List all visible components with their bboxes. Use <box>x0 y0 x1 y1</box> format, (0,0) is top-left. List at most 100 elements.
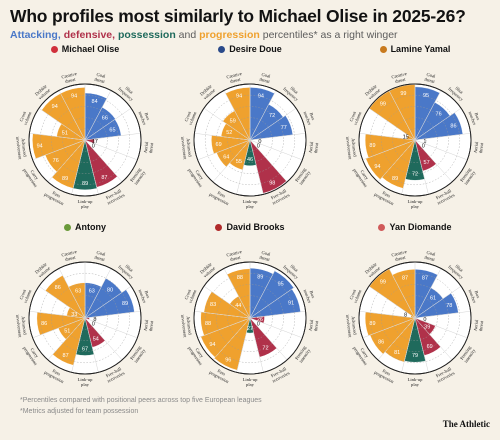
value-label: 65 <box>109 128 115 134</box>
value-label: 63 <box>89 289 95 295</box>
value-label: 0 <box>257 322 260 328</box>
category-label: Crossvolume <box>183 287 197 304</box>
radar-spoke <box>84 139 138 161</box>
value-label: 99 <box>380 102 386 108</box>
radar-panel: Antony 63 80 89 8 0 54 67 87 51 86 33 86 63 Goalthreat… <box>5 220 165 410</box>
radar-panel: Lamine Yamal 95 76 86 1 0 57 72 89 94 89 15 99 99 Goal… <box>335 42 495 232</box>
radar-spoke <box>58 90 86 141</box>
radar-spoke <box>362 139 416 161</box>
value-label: 99 <box>400 91 406 97</box>
value-label: 17 <box>92 139 98 145</box>
value-label: 89 <box>369 143 375 149</box>
radar-spoke <box>84 108 132 141</box>
radar-spoke <box>377 317 416 361</box>
radar-spoke <box>47 139 86 183</box>
value-label: 76 <box>436 111 442 117</box>
radar-spoke <box>414 268 442 319</box>
value-label: 94 <box>236 94 242 100</box>
radar-chart: 8466651708789897694519494GoalthreatShotf… <box>15 71 154 209</box>
category-label: Advancedinvolvement <box>345 136 358 161</box>
value-label: 94 <box>209 342 215 348</box>
radar-spoke <box>223 268 251 319</box>
radar-spoke <box>359 311 416 319</box>
category-label: Boxtouches <box>138 287 153 304</box>
subtitle-rest: percentiles* as a right winger <box>262 29 398 41</box>
radar-spoke <box>29 133 86 141</box>
category-label: Boxtouches <box>138 109 153 126</box>
category-label: Creativethreat <box>391 249 409 263</box>
radar-spoke <box>71 317 86 373</box>
radar-spoke <box>249 108 297 141</box>
radar-spoke <box>414 311 471 319</box>
radar-spoke <box>249 268 277 319</box>
footnote-percentiles: *Percentiles compared with positional pe… <box>20 397 262 404</box>
value-label: 83 <box>210 302 216 308</box>
radar-spoke <box>414 90 442 141</box>
value-label: 8 <box>93 317 96 323</box>
value-label: 46 <box>247 157 253 163</box>
value-label: 54 <box>93 337 99 343</box>
category-label: Aerialthreat <box>473 141 485 154</box>
footnote-possession: *Metrics adjusted for team possession <box>20 408 139 415</box>
radar-spoke <box>414 317 468 339</box>
radar-spoke <box>84 268 112 319</box>
radar-spoke <box>38 286 86 319</box>
value-label: 51 <box>62 130 68 136</box>
value-label: 69 <box>427 344 433 350</box>
value-label: 87 <box>422 275 428 281</box>
player-title: Desire Doue <box>170 42 330 56</box>
radar-spoke <box>84 286 132 319</box>
category-label: Link-up play <box>243 199 259 209</box>
value-label: 87 <box>63 353 69 359</box>
club-crest-icon <box>50 45 58 53</box>
radar-ring <box>392 117 438 163</box>
value-label: 94 <box>37 144 43 150</box>
radar-outline <box>193 261 307 375</box>
radar-ring <box>370 95 460 185</box>
radar-spoke <box>249 139 264 195</box>
player-title: Antony <box>5 220 165 234</box>
radar-spoke <box>359 133 416 141</box>
radar-spoke <box>249 90 277 141</box>
category-label: Link-up play <box>78 199 94 209</box>
value-label: 8 <box>404 312 407 318</box>
radar-spoke <box>249 317 264 373</box>
player-title: Yan Diomande <box>335 220 495 234</box>
value-label: 87 <box>101 175 107 181</box>
radar-spoke <box>368 286 416 319</box>
subtitle-possession: possession <box>117 29 176 41</box>
value-label: 91 <box>288 300 294 306</box>
category-label: Goalthreat <box>424 72 437 85</box>
category-label: Goalthreat <box>259 72 272 85</box>
radar-spoke <box>249 317 288 361</box>
radar-chart: 876178039697981868989987GoalthreatShotfr… <box>345 249 484 387</box>
value-label: 95 <box>278 281 284 287</box>
radar-ring <box>62 295 108 341</box>
value-label: 94 <box>52 104 58 110</box>
subtitle-defensive: defensive, <box>63 29 116 41</box>
category-label: Aerialthreat <box>308 141 320 154</box>
radar-spoke <box>71 139 86 195</box>
value-label: 59 <box>230 119 236 125</box>
category-label: Link-up play <box>408 377 424 387</box>
radar-spoke <box>58 268 86 319</box>
value-label: 94 <box>258 94 264 100</box>
value-label: 69 <box>216 142 222 148</box>
value-label: 87 <box>402 275 408 281</box>
radar-spoke <box>84 311 141 319</box>
value-label: 98 <box>269 180 275 186</box>
radar-spoke <box>414 133 471 141</box>
radar-spoke <box>388 90 416 141</box>
category-label: Link-up play <box>243 377 259 387</box>
radar-spoke <box>47 317 86 361</box>
radar-spoke <box>249 311 306 319</box>
club-crest-icon <box>379 45 387 53</box>
category-label: Crossvolume <box>18 109 32 126</box>
radar-ring <box>62 117 108 163</box>
value-label: 0 <box>92 144 95 150</box>
value-label: 88 <box>237 275 243 281</box>
radar-spoke <box>84 90 112 141</box>
category-label: Advancedinvolvement <box>15 136 28 161</box>
value-label: 64 <box>223 154 229 160</box>
category-label: Goalthreat <box>94 250 107 263</box>
